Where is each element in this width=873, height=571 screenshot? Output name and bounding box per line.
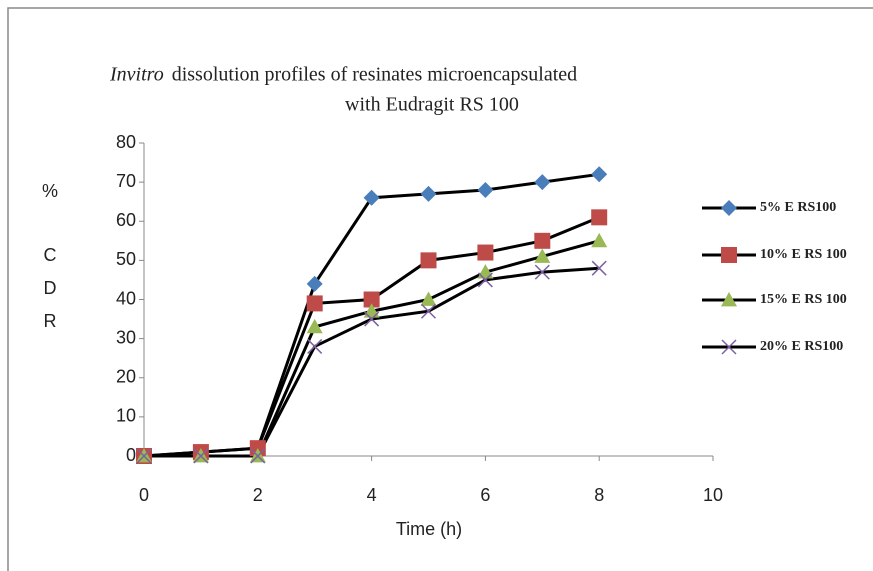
x-tick-label: 4 <box>367 485 377 505</box>
y-axis-label: D <box>44 278 57 298</box>
marker <box>420 303 437 319</box>
marker <box>591 260 607 276</box>
y-axis-label: % <box>42 181 58 201</box>
chart-title-italic: Invitro <box>109 64 164 86</box>
chart-frame <box>7 7 873 571</box>
marker <box>364 311 380 327</box>
marker <box>306 318 323 334</box>
y-tick-label: 60 <box>116 210 136 230</box>
x-tick-label: 0 <box>139 485 149 505</box>
marker <box>534 248 551 263</box>
chart-title: dissolution profiles of resinates microe… <box>172 64 577 86</box>
marker <box>534 232 551 249</box>
marker <box>534 264 550 280</box>
legend-label: 15% E RS 100 <box>760 292 847 307</box>
y-tick-label: 50 <box>116 249 136 269</box>
marker <box>306 295 323 312</box>
marker <box>363 189 380 206</box>
y-tick-label: 0 <box>126 445 136 465</box>
marker <box>721 200 737 216</box>
marker <box>534 174 551 191</box>
marker <box>591 232 608 248</box>
marker <box>420 252 437 269</box>
x-axis-label: Time (h) <box>396 519 462 539</box>
marker <box>136 448 152 464</box>
y-tick-label: 30 <box>116 327 136 347</box>
legend-label: 20% E RS100 <box>760 339 843 354</box>
marker <box>307 338 323 354</box>
y-tick-label: 20 <box>116 367 136 387</box>
x-tick-label: 10 <box>703 485 723 505</box>
chart-title: with Eudragit RS 100 <box>345 94 519 116</box>
marker <box>721 339 737 355</box>
y-axis-label: C <box>44 245 57 265</box>
marker <box>591 166 608 183</box>
marker <box>363 291 380 308</box>
x-tick-label: 2 <box>253 485 263 505</box>
marker <box>721 292 737 307</box>
legend-label: 10% E RS 100 <box>760 247 847 262</box>
marker <box>721 247 737 263</box>
legend-label: 5% E RS100 <box>760 200 836 215</box>
marker <box>193 448 209 464</box>
marker <box>591 209 608 226</box>
marker <box>477 272 493 288</box>
marker <box>306 275 323 292</box>
y-axis-label: R <box>44 311 57 331</box>
marker <box>420 291 437 306</box>
y-tick-label: 80 <box>116 132 136 152</box>
y-tick-label: 40 <box>116 288 136 308</box>
marker <box>477 244 494 261</box>
y-tick-label: 70 <box>116 171 136 191</box>
marker <box>420 185 437 202</box>
marker <box>477 181 494 198</box>
x-tick-label: 6 <box>480 485 490 505</box>
x-tick-label: 8 <box>594 485 604 505</box>
marker <box>250 448 266 464</box>
y-tick-label: 10 <box>116 406 136 426</box>
